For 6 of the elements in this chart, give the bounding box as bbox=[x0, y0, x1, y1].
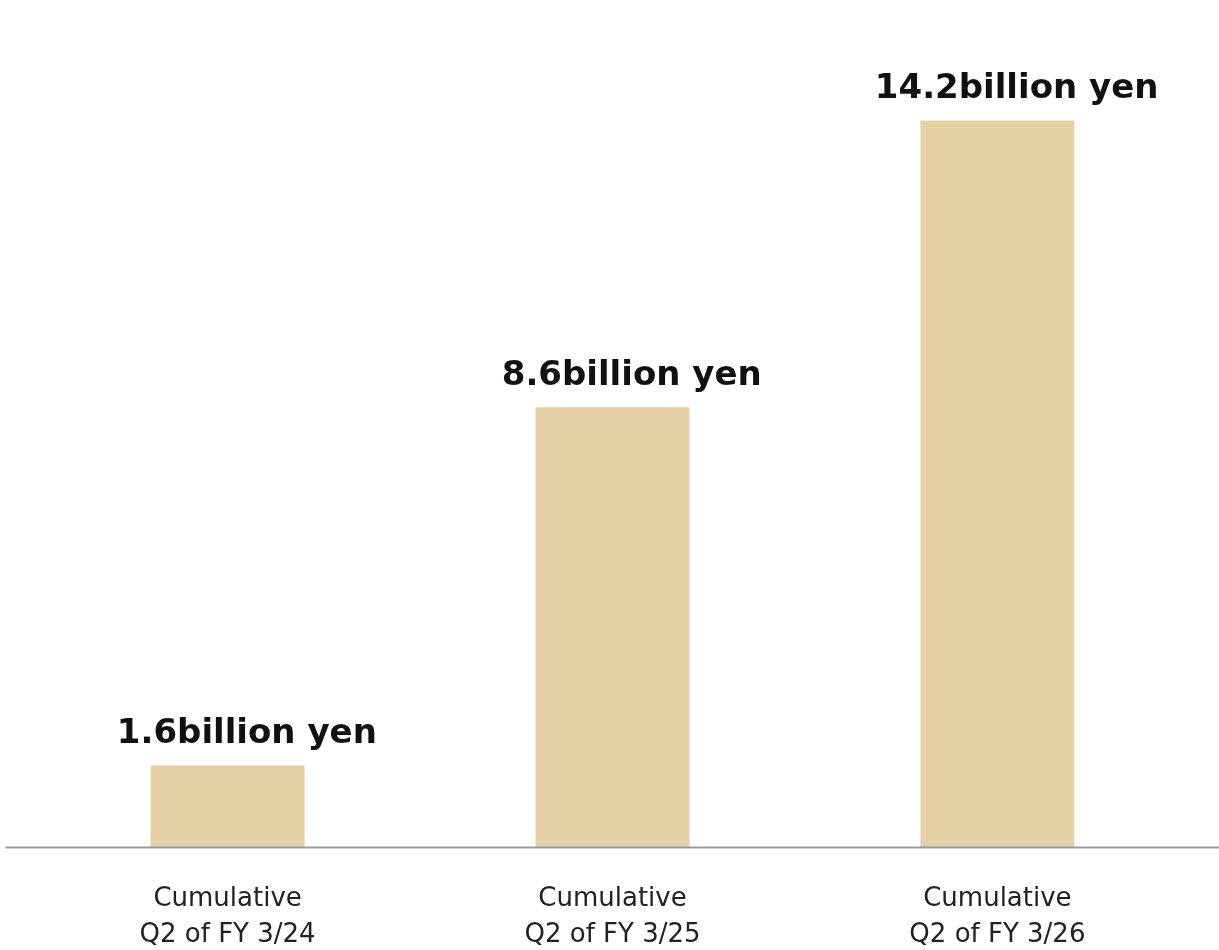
x-tick-label: Cumulative Q2 of FY 3/24 bbox=[139, 881, 316, 948]
data-label: 8.6billion yen bbox=[501, 352, 762, 393]
data-label: 1.6billion yen bbox=[116, 711, 377, 752]
data-label: 14.2billion yen bbox=[874, 65, 1159, 106]
x-tick-label: Cumulative Q2 of FY 3/25 bbox=[524, 881, 701, 948]
x-tick-label: Cumulative Q2 of FY 3/26 bbox=[909, 881, 1086, 948]
